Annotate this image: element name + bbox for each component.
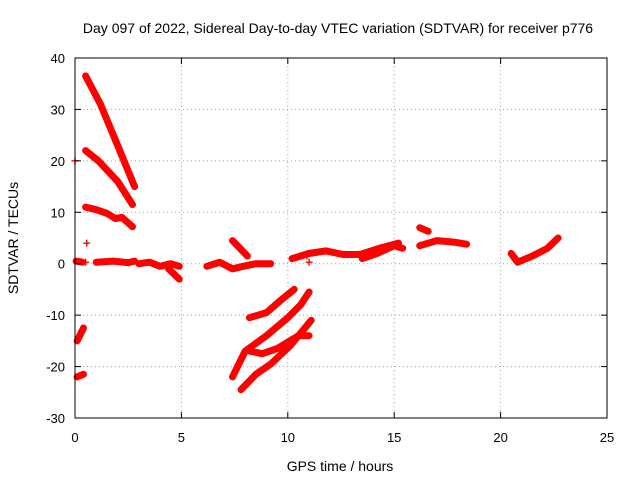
- data-series-s5: [92, 257, 139, 267]
- data-series-s13: [416, 224, 432, 235]
- x-tick-label: 0: [71, 430, 78, 445]
- gridlines: [75, 58, 607, 418]
- x-tick-label: 5: [178, 430, 185, 445]
- data-series-s1: [82, 72, 139, 191]
- y-tick-label: -10: [46, 308, 65, 323]
- data-series-s14: [507, 234, 562, 266]
- data-series-s19: [73, 324, 87, 345]
- data-series-s9: [229, 237, 251, 260]
- axis-ticks: 0 5 10 15 20 25 -30 -20 -10 0 10 20 30 40: [46, 51, 614, 445]
- data-series-s6: [135, 258, 183, 270]
- data-point-marker: [82, 258, 90, 266]
- data-series-s4: [72, 257, 86, 266]
- y-tick-label: -20: [46, 360, 65, 375]
- y-tick-label: 40: [51, 51, 65, 66]
- y-tick-label: -30: [46, 411, 65, 426]
- y-tick-label: 20: [51, 154, 65, 169]
- data-series-s16: [246, 285, 298, 322]
- data-point-marker: [303, 252, 311, 260]
- data-series-s8: [203, 258, 275, 273]
- data-series-s20: [73, 370, 87, 381]
- x-tick-label: 25: [600, 430, 614, 445]
- x-tick-label: 15: [387, 430, 401, 445]
- data-series-s10: [288, 239, 402, 263]
- data-point-marker: [83, 239, 91, 247]
- y-tick-label: 30: [51, 102, 65, 117]
- data-series-s7: [165, 265, 183, 283]
- data-point-marker: [305, 258, 313, 266]
- data-series-s12: [416, 237, 471, 250]
- data-series-s18: [246, 332, 313, 358]
- plot-frame: [74, 57, 608, 419]
- x-tick-label: 20: [493, 430, 507, 445]
- data-series-s2: [82, 147, 136, 209]
- data-series-s17: [237, 316, 315, 394]
- x-tick-label: 10: [281, 430, 295, 445]
- y-tick-label: 0: [58, 257, 65, 272]
- y-axis-label: SDTVAR / TECUs: [5, 182, 21, 294]
- chart-title: Day 097 of 2022, Sidereal Day-to-day VTE…: [83, 20, 593, 36]
- data-series-s15: [229, 288, 313, 381]
- data-series-s11: [358, 242, 407, 263]
- plot-area: [71, 72, 562, 394]
- y-tick-label: 10: [51, 205, 65, 220]
- data-series-s3: [82, 203, 136, 231]
- x-axis-label: GPS time / hours: [287, 458, 394, 474]
